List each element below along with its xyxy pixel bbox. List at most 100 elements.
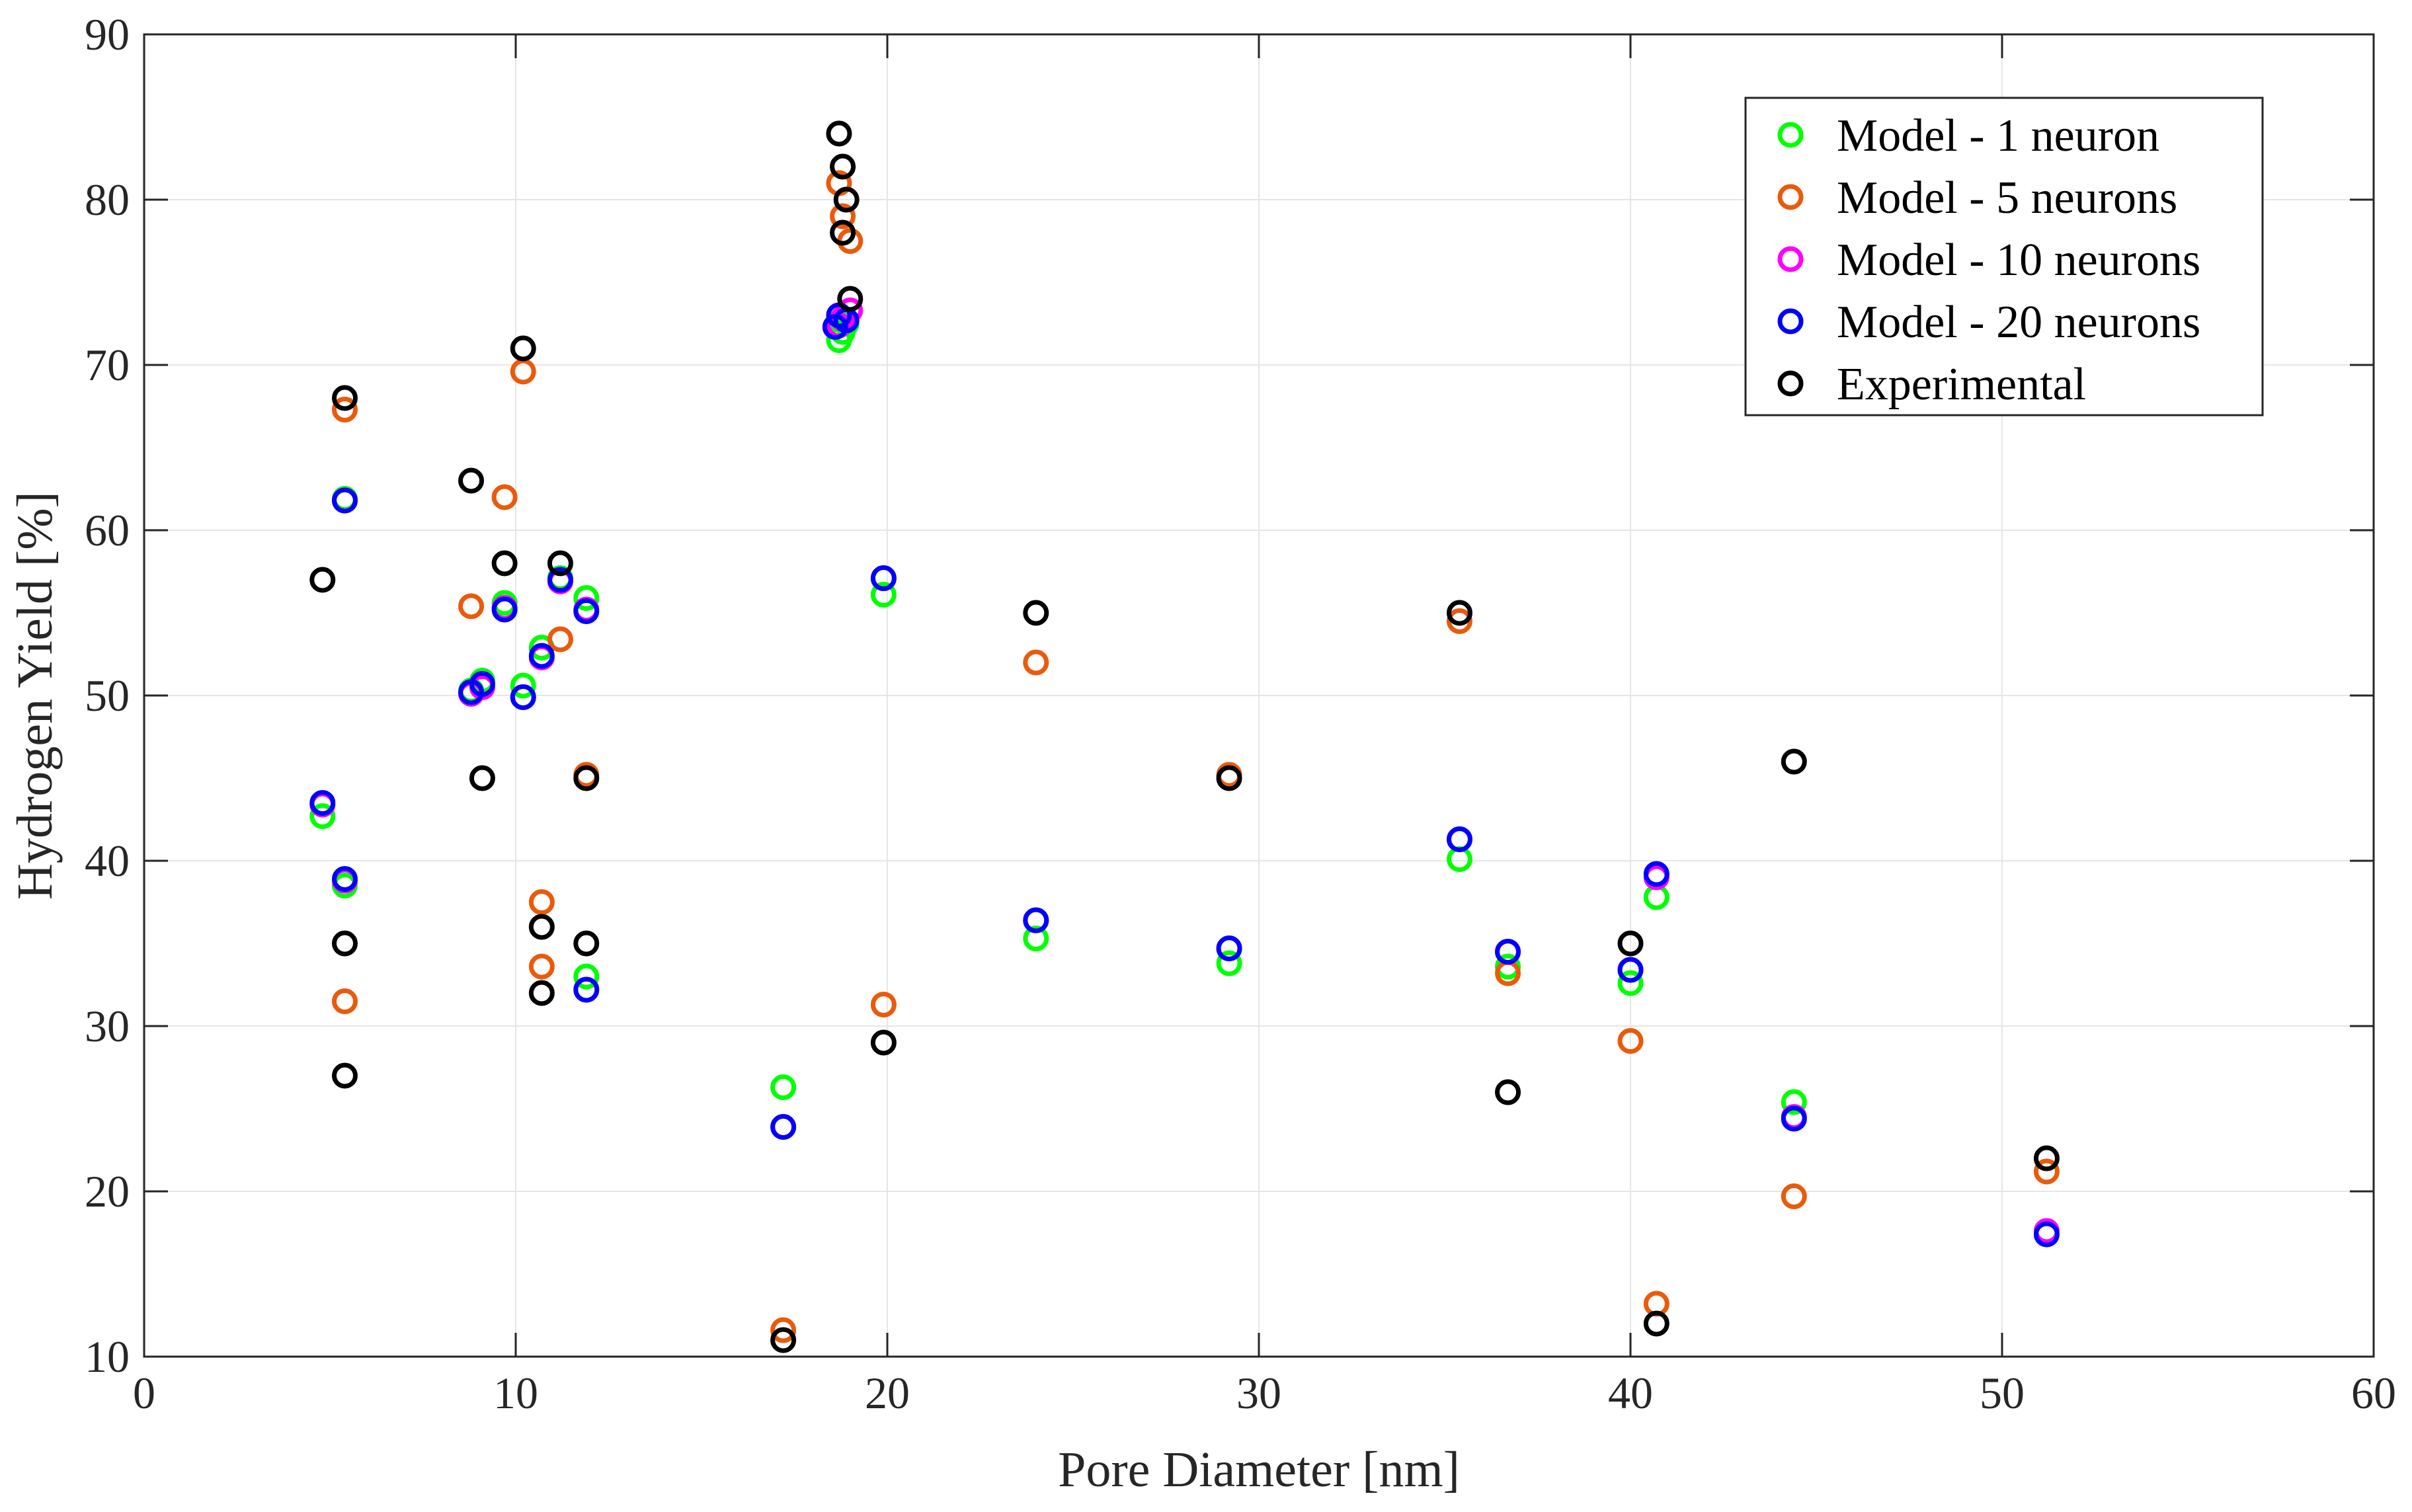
data-point bbox=[573, 963, 600, 990]
data-point bbox=[1781, 1089, 1807, 1115]
data-point bbox=[458, 593, 485, 619]
y-tick-label: 30 bbox=[85, 1001, 130, 1051]
data-point bbox=[1617, 1028, 1644, 1054]
y-tick-label: 90 bbox=[85, 9, 130, 60]
data-point bbox=[573, 976, 600, 1003]
y-tick-label: 50 bbox=[85, 670, 130, 721]
legend-marker bbox=[1777, 370, 1804, 397]
data-point bbox=[1643, 861, 1669, 887]
data-point bbox=[331, 930, 358, 957]
data-point bbox=[2033, 1221, 2060, 1248]
data-point bbox=[2033, 1158, 2060, 1185]
data-point bbox=[870, 582, 897, 608]
data-point bbox=[870, 565, 897, 591]
legend-marker bbox=[1777, 122, 1804, 148]
y-tick-label: 70 bbox=[85, 340, 130, 390]
data-point bbox=[309, 790, 336, 816]
data-point bbox=[1643, 1310, 1669, 1337]
data-point bbox=[770, 1327, 797, 1353]
data-point bbox=[528, 889, 555, 915]
data-point bbox=[331, 988, 358, 1014]
y-axis-title: Hydrogen Yield [%] bbox=[7, 491, 63, 900]
data-point bbox=[547, 550, 573, 577]
data-point bbox=[770, 1114, 797, 1140]
data-point bbox=[331, 866, 358, 892]
data-point bbox=[1495, 1079, 1521, 1105]
data-point bbox=[458, 467, 485, 494]
data-point bbox=[1617, 970, 1644, 996]
data-point bbox=[331, 397, 358, 422]
x-tick-label: 60 bbox=[2351, 1368, 2396, 1418]
data-point bbox=[469, 671, 495, 697]
data-point bbox=[309, 803, 336, 829]
data-point bbox=[528, 643, 555, 669]
data-point bbox=[573, 598, 600, 624]
data-point bbox=[1495, 939, 1521, 965]
data-point bbox=[331, 385, 358, 411]
data-point bbox=[573, 585, 600, 611]
x-tick-label: 0 bbox=[133, 1368, 155, 1418]
data-point bbox=[528, 953, 555, 980]
data-point bbox=[830, 153, 856, 180]
data-point bbox=[1617, 957, 1644, 983]
data-point bbox=[830, 219, 856, 246]
data-point bbox=[1781, 1105, 1807, 1132]
data-point bbox=[510, 335, 536, 362]
data-point bbox=[1023, 649, 1049, 676]
legend-box bbox=[1744, 97, 2264, 417]
data-point bbox=[870, 992, 897, 1017]
x-tick-label: 40 bbox=[1608, 1368, 1653, 1418]
legend-label: Model - 1 neuron bbox=[1837, 110, 2159, 161]
data-point bbox=[528, 980, 555, 1006]
y-tick-label: 80 bbox=[85, 175, 130, 225]
data-point bbox=[573, 930, 600, 957]
data-point bbox=[331, 1062, 358, 1089]
data-point bbox=[830, 203, 856, 229]
data-point bbox=[1023, 907, 1049, 934]
legend-label: Model - 10 neurons bbox=[1837, 235, 2200, 286]
data-point bbox=[770, 1317, 797, 1343]
data-point bbox=[833, 186, 860, 213]
x-tick-label: 20 bbox=[865, 1368, 910, 1418]
legend-marker bbox=[1777, 246, 1804, 272]
data-point bbox=[1781, 1183, 1807, 1209]
data-point bbox=[510, 684, 536, 710]
y-tick-label: 10 bbox=[85, 1332, 130, 1382]
data-point bbox=[1446, 608, 1472, 634]
legend-label: Model - 5 neurons bbox=[1837, 173, 2177, 223]
data-point bbox=[837, 286, 864, 312]
data-point bbox=[2033, 1145, 2060, 1172]
data-point bbox=[1446, 600, 1472, 626]
data-point bbox=[510, 672, 536, 699]
data-point bbox=[469, 765, 495, 791]
data-point bbox=[528, 914, 555, 940]
legend-label: Experimental bbox=[1837, 359, 2086, 410]
data-point bbox=[1446, 826, 1472, 852]
data-point bbox=[1216, 935, 1242, 961]
data-point bbox=[1781, 748, 1807, 775]
data-point bbox=[770, 1074, 797, 1100]
legend-marker bbox=[1777, 184, 1804, 210]
legend-label: Model - 20 neurons bbox=[1837, 297, 2200, 348]
data-point bbox=[1216, 765, 1242, 791]
y-tick-label: 20 bbox=[85, 1166, 130, 1216]
x-tick-label: 50 bbox=[1980, 1368, 2025, 1418]
data-point bbox=[1023, 600, 1049, 626]
x-axis-title: Pore Diameter [nm] bbox=[1058, 1442, 1460, 1497]
data-point bbox=[491, 550, 518, 577]
series-4 bbox=[309, 302, 2060, 1248]
data-point bbox=[573, 765, 600, 791]
data-point bbox=[1216, 950, 1242, 976]
data-point bbox=[309, 567, 336, 593]
data-point bbox=[1023, 926, 1049, 951]
legend: Model - 1 neuron Model - 5 neurons Model -… bbox=[1744, 97, 2264, 417]
data-point bbox=[331, 487, 358, 514]
data-point bbox=[491, 484, 518, 510]
data-point bbox=[547, 626, 573, 653]
legend-marker bbox=[1777, 308, 1804, 335]
y-tick-label: 40 bbox=[85, 836, 130, 886]
x-tick-label: 10 bbox=[493, 1368, 538, 1418]
data-point bbox=[826, 120, 852, 147]
